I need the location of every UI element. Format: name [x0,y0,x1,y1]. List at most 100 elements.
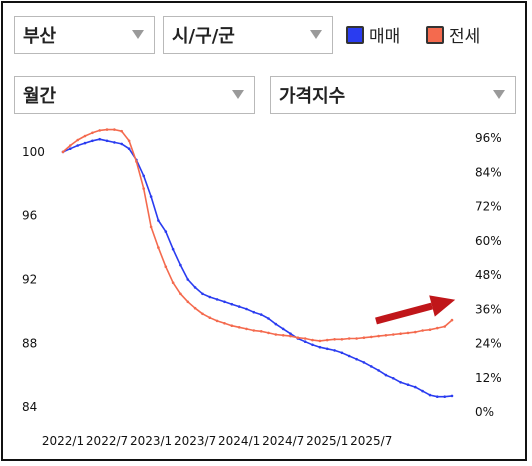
data-point [120,129,123,133]
data-point [98,129,101,132]
data-point [362,361,366,364]
data-point [443,325,447,328]
left-tick-label: 96 [22,209,37,223]
data-point [303,337,307,340]
period-select-value: 월간 [23,86,57,107]
data-point [245,307,248,311]
district-select-value: 시/구/군 [172,26,235,47]
data-point [296,336,300,340]
data-point [91,131,94,135]
data-point [406,331,410,335]
legend-item-jeonse[interactable]: 전세 [426,22,480,47]
right-tick-label: 24% [475,337,502,351]
data-point [237,305,241,308]
data-point [311,338,314,342]
data-point [450,394,454,398]
data-point [135,160,138,163]
data-point [149,195,153,198]
right-tick-label: 96% [475,131,502,145]
x-axis: 2022/1 2022/7 2023/1 2023/7 2024/1 2024/7 2025… [42,434,392,448]
data-point [149,225,153,229]
data-point [215,319,219,323]
data-point [193,306,197,310]
x-tick-label: 2022/1 [42,434,84,448]
data-point [318,339,322,343]
data-point [230,302,234,306]
period-select[interactable]: 월간 [14,76,255,114]
series-layer [61,128,454,399]
data-point [333,338,336,341]
data-point [113,141,116,144]
data-point [281,334,285,337]
data-point [289,332,292,336]
data-point [223,322,226,325]
data-point [281,327,285,331]
right-tick-label: 12% [475,371,502,385]
data-point [171,247,175,251]
data-point [230,324,234,328]
data-point [355,357,358,361]
data-point [83,141,87,145]
data-point [223,300,226,304]
data-point [347,337,351,340]
series-jeonse [61,128,454,343]
data-point [333,349,336,352]
data-point [399,381,402,384]
data-point [186,300,190,304]
data-point [142,187,145,190]
data-point [127,147,131,150]
data-point [69,144,72,147]
data-point [179,263,182,267]
data-point [267,317,270,320]
data-point [259,330,263,333]
data-point [370,365,373,368]
data-point [325,347,329,351]
left-tick-label: 88 [22,336,37,350]
data-point [421,329,424,332]
data-point [443,395,447,399]
region-select[interactable]: 부산 [14,16,155,54]
data-point [428,328,432,332]
chevron-down-icon [493,90,505,99]
index-select[interactable]: 가격지수 [270,76,516,114]
data-point [252,310,256,314]
data-point [76,144,79,147]
region-select-value: 부산 [23,26,57,47]
right-tick-label: 36% [475,302,502,316]
right-tick-label: 84% [475,165,502,179]
x-tick-label: 2022/7 [86,434,128,448]
data-point [384,373,388,377]
legend-label-jeonse: 전세 [449,27,481,47]
left-tick-label: 84 [22,400,37,414]
data-point [164,265,168,269]
data-point [186,278,190,281]
data-point [377,334,380,338]
data-point [61,150,65,154]
data-point [157,246,160,249]
legend-item-sale[interactable]: 매매 [346,22,400,47]
data-point [91,139,94,143]
data-point [98,137,101,141]
data-point [318,345,322,349]
left-tick-label: 100 [22,145,45,159]
right-axis: 96% 84% 72% 60% 48% 36% 24% 12% 0% [475,131,502,419]
data-point [208,295,212,299]
data-point [208,316,212,320]
data-point [164,230,168,233]
x-tick-label: 2024/7 [262,434,304,448]
x-tick-label: 2025/1 [306,434,348,448]
left-axis: 100 96 92 88 84 [22,145,45,414]
data-point [157,219,160,222]
data-point [179,292,182,296]
data-point [311,343,314,347]
data-point [245,327,248,331]
chevron-down-icon [232,90,244,99]
data-point [384,334,388,337]
district-select[interactable]: 시/구/군 [163,16,333,54]
data-point [377,369,380,372]
data-point [436,395,439,399]
x-tick-label: 2023/1 [130,434,172,448]
right-tick-label: 0% [475,405,494,419]
data-point [421,389,424,393]
data-point [201,312,204,316]
